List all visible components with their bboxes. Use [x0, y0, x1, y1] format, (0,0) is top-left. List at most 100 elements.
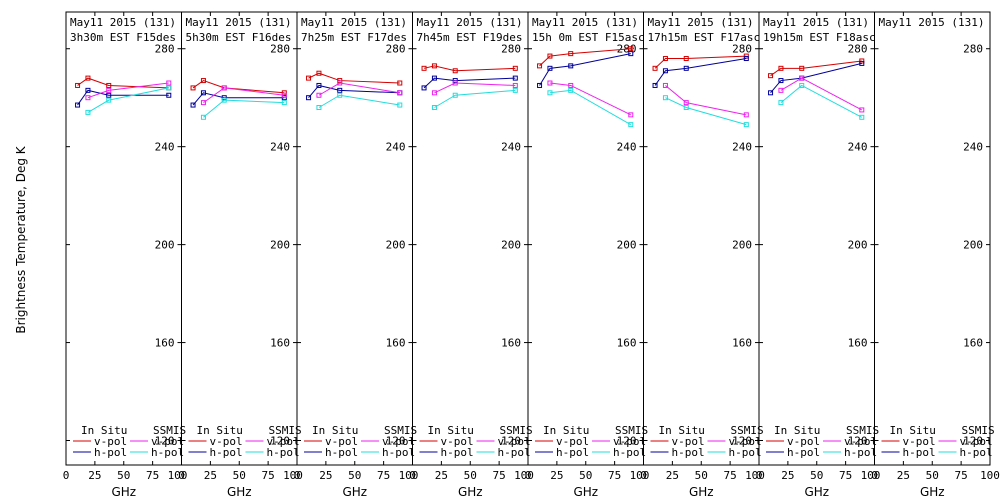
series-line	[654, 55, 747, 69]
legend-ssmis-h: h-pol	[960, 446, 993, 459]
panel-6: 120 160 200 240 280 0 25 50 75 100 GHz May11 2015 (…	[640, 11, 765, 499]
x-tick-label: 0	[756, 469, 763, 482]
series-line	[654, 58, 747, 86]
y-tick-label: 120	[270, 435, 290, 448]
data-point	[537, 63, 543, 69]
y-tick-label: 120	[848, 435, 868, 448]
series-line	[308, 84, 400, 99]
series-line	[318, 94, 400, 108]
panel-time: 3h30m EST F15des	[70, 31, 176, 44]
data-point	[628, 112, 634, 118]
data-point	[85, 87, 91, 93]
legend-insitu-v: v-pol	[441, 435, 474, 448]
legend-insitu-v: v-pol	[210, 435, 243, 448]
legend-insitu-h: h-pol	[787, 446, 820, 459]
x-tick-label: 100	[168, 469, 188, 482]
data-point	[431, 90, 437, 96]
series-line	[770, 62, 862, 94]
y-tick-label: 280	[386, 43, 406, 56]
series-line	[203, 87, 285, 104]
data-point	[75, 82, 81, 88]
legend-ssmis-v: v-pol	[151, 435, 184, 448]
data-point	[337, 80, 343, 86]
y-tick-label: 240	[848, 141, 868, 154]
legend-ssmis-h: h-pol	[844, 446, 877, 459]
data-point	[743, 112, 749, 118]
x-tick-label: 100	[861, 469, 881, 482]
x-tick-label: 50	[579, 469, 592, 482]
x-tick-label: 25	[204, 469, 217, 482]
series-line	[77, 77, 169, 89]
x-tick-label: 25	[550, 469, 563, 482]
data-point	[166, 92, 172, 98]
x-axis-label: GHz	[573, 485, 598, 499]
y-tick-label: 280	[270, 43, 290, 56]
data-point	[316, 82, 322, 88]
data-point	[628, 51, 634, 57]
data-point	[512, 75, 518, 81]
panel-3: 120 160 200 240 280 0 25 50 75 100 GHz May11 2015 (…	[294, 11, 418, 499]
series-line	[549, 82, 632, 116]
data-point	[106, 97, 112, 103]
y-tick-label: 240	[501, 141, 521, 154]
y-tick-label: 160	[386, 337, 406, 350]
data-point	[628, 46, 634, 52]
x-tick-label: 50	[926, 469, 939, 482]
data-point	[652, 65, 658, 71]
legend-insitu-h: h-pol	[325, 446, 358, 459]
data-point	[397, 80, 403, 86]
panel-time: 7h45m EST F19des	[417, 31, 523, 44]
data-point	[768, 73, 774, 79]
data-point	[421, 65, 427, 71]
legend-insitu-v: v-pol	[94, 435, 127, 448]
data-point	[106, 92, 112, 98]
data-point	[568, 87, 574, 93]
y-tick-label: 200	[501, 239, 521, 252]
data-point	[452, 80, 458, 86]
series-line	[318, 82, 400, 96]
x-tick-label: 100	[980, 469, 1000, 482]
series-line	[539, 53, 631, 86]
legend-insitu-h: h-pol	[441, 446, 474, 459]
legend-in-situ: In Situ	[543, 424, 589, 437]
data-point	[768, 90, 774, 96]
panel-date: May11 2015 (131)	[532, 16, 638, 29]
y-tick-label: 240	[386, 141, 406, 154]
legend-in-situ: In Situ	[81, 424, 127, 437]
legend-in-situ: In Situ	[774, 424, 820, 437]
legend-ssmis-v: v-pol	[267, 435, 300, 448]
series-line	[423, 77, 516, 89]
data-point	[859, 60, 865, 66]
data-point	[743, 56, 749, 62]
series-line	[665, 85, 747, 116]
x-axis-label: GHz	[111, 485, 136, 499]
data-point	[743, 122, 749, 128]
x-tick-label: 50	[348, 469, 361, 482]
data-point	[281, 100, 287, 106]
x-axis-label: GHz	[689, 485, 714, 499]
series-line	[87, 87, 169, 113]
series-line	[192, 92, 285, 106]
data-point	[859, 114, 865, 120]
x-tick-label: 50	[233, 469, 246, 482]
legend-ssmis: SSMIS	[384, 424, 417, 437]
legend-insitu-v: v-pol	[787, 435, 820, 448]
x-axis-label: GHz	[227, 485, 252, 499]
panel-time: 15h 0m EST F15asc	[532, 31, 645, 44]
x-tick-label: 75	[724, 469, 737, 482]
data-point	[799, 65, 805, 71]
data-point	[683, 100, 689, 106]
data-point	[85, 95, 91, 101]
x-tick-label: 100	[514, 469, 534, 482]
data-point	[431, 63, 437, 69]
data-point	[547, 53, 553, 59]
x-tick-label: 75	[262, 469, 275, 482]
panel-header: May11 2015 (131) 19h15m EST F18asc	[763, 16, 875, 44]
series-line	[87, 82, 169, 99]
series-line	[665, 97, 747, 126]
